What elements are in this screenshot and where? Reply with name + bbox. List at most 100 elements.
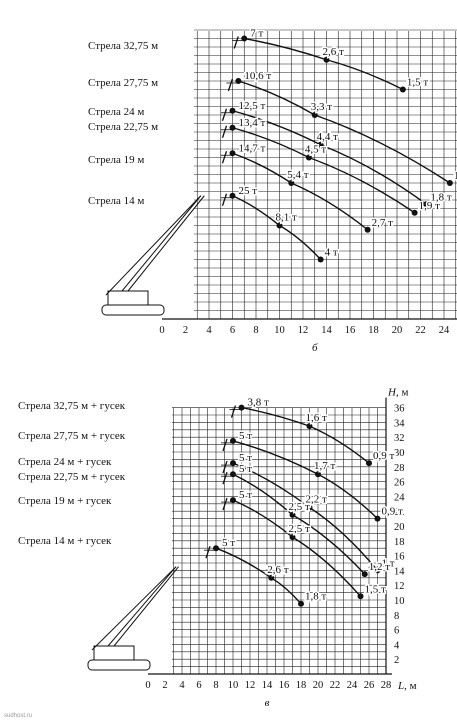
- crane-mast: [113, 566, 179, 647]
- load-point: [446, 180, 453, 186]
- load-label: 2,7 т: [372, 217, 394, 229]
- load-curve: [232, 195, 322, 260]
- l-tick-label: 16: [279, 680, 290, 691]
- l-tick-label: 4: [179, 680, 185, 691]
- load-point: [235, 78, 242, 84]
- crane-drawing: [101, 195, 205, 316]
- load-label: 10,6 т: [244, 70, 271, 82]
- l-tick-label: 4: [206, 325, 212, 336]
- load-label: 5 т: [239, 430, 252, 442]
- load-label: 1,9 т: [419, 200, 441, 212]
- load-label: 2,5 т: [289, 501, 311, 513]
- h-tick-label: 16: [394, 552, 405, 563]
- load-point: [229, 192, 236, 199]
- h-tick-label: 18: [394, 537, 405, 548]
- boom-head: [221, 108, 228, 121]
- crane-mast: [107, 566, 177, 647]
- diagram-bottom: 0 2 4 6 8 10 12 14 16 18 20 22 24 26 28246810121416182…: [18, 387, 417, 709]
- load-point: [268, 574, 275, 581]
- diagram-caption: в: [265, 697, 270, 709]
- crane-tracks: [87, 659, 151, 671]
- load-point: [289, 534, 296, 541]
- load-point: [306, 504, 313, 511]
- boom-label: Стрела 27,75 м: [88, 77, 158, 89]
- load-label: 1,8 т: [305, 591, 327, 603]
- diagram-top: 0246810121416182022242624681012141618202…: [88, 26, 457, 354]
- watermark: sudhost.ru: [4, 713, 32, 719]
- crane-drawing: [87, 566, 179, 671]
- load-point: [411, 209, 418, 216]
- l-tick-label: 18: [296, 680, 307, 691]
- load-point: [317, 256, 324, 263]
- l-tick-label: 6: [230, 325, 235, 336]
- h-tick-label: 2: [394, 655, 399, 666]
- diagram-caption: б: [312, 342, 318, 354]
- load-label: 2,6 т: [323, 46, 345, 58]
- load-label: 5 т: [239, 452, 252, 464]
- load-point: [241, 35, 248, 42]
- load-label: 5 т: [239, 463, 252, 475]
- load-point: [374, 515, 381, 522]
- l-tick-label: 0: [145, 680, 150, 691]
- h-tick-label: 10: [394, 596, 405, 607]
- boom-head: [227, 78, 233, 92]
- h-tick-label: 22: [394, 507, 405, 518]
- boom-head: [221, 151, 228, 164]
- crane-cab: [107, 290, 149, 306]
- boom-head: [222, 460, 228, 474]
- boom-label: Стрела 24 м + гусек: [18, 456, 112, 468]
- load-point: [399, 86, 406, 93]
- boom-label: Стрела 32,75 м + гусек: [18, 400, 126, 412]
- load-point: [311, 112, 318, 118]
- h-tick-label: 36: [394, 404, 405, 415]
- load-curve: [232, 462, 379, 571]
- axis-h-label: H, м: [387, 387, 408, 399]
- h-tick-label: 34: [394, 418, 405, 429]
- boom-label: Стрела 14 м: [88, 195, 144, 207]
- load-label: 0,9 т: [382, 506, 404, 518]
- boom-label: Стрела 24 м: [88, 106, 144, 118]
- load-point: [230, 437, 236, 444]
- boom-head: [221, 193, 228, 206]
- load-label: 1,2 т: [454, 170, 457, 182]
- load-point: [230, 497, 236, 504]
- l-tick-label: 0: [159, 325, 164, 336]
- boom-head: [222, 438, 228, 452]
- boom-label: Стрела 32,75 м: [88, 40, 158, 52]
- boom-head: [233, 36, 239, 49]
- load-label: 4 т: [325, 247, 338, 259]
- boom-label: Стрела 22,75 м + гусек: [18, 471, 126, 483]
- l-tick-label: 20: [392, 325, 403, 336]
- grid: [194, 29, 457, 320]
- crane-tracks: [101, 304, 165, 316]
- boom-label: Стрела 19 м + гусек: [18, 495, 112, 507]
- load-point: [323, 56, 330, 63]
- load-point: [213, 545, 219, 552]
- load-point: [289, 511, 296, 518]
- h-tick-label: 12: [394, 581, 405, 592]
- load-point: [230, 460, 236, 467]
- load-label: 4,5 т: [305, 144, 327, 156]
- crane-cable: [91, 566, 177, 651]
- load-point: [423, 201, 430, 208]
- load-point: [238, 404, 245, 411]
- l-tick-label: 6: [196, 680, 201, 691]
- load-label: 1,7 т: [314, 460, 336, 472]
- l-tick-label: 12: [245, 680, 256, 691]
- load-point: [357, 593, 364, 600]
- l-tick-label: 16: [345, 325, 356, 336]
- load-curve: [238, 80, 451, 184]
- l-tick-label: 10: [228, 680, 239, 691]
- boom-head: [222, 497, 228, 511]
- load-label: 5 т: [222, 537, 235, 549]
- load-point: [317, 141, 324, 148]
- l-tick-label: 2: [162, 680, 167, 691]
- h-tick-label: 32: [394, 433, 405, 444]
- l-tick-label: 12: [298, 325, 309, 336]
- crane-mast: [127, 195, 205, 292]
- l-tick-label: 22: [415, 325, 426, 336]
- load-point: [298, 600, 304, 607]
- load-label: 5 т: [239, 489, 252, 501]
- load-label: 2,2 т: [306, 494, 328, 506]
- l-tick-label: 22: [330, 680, 341, 691]
